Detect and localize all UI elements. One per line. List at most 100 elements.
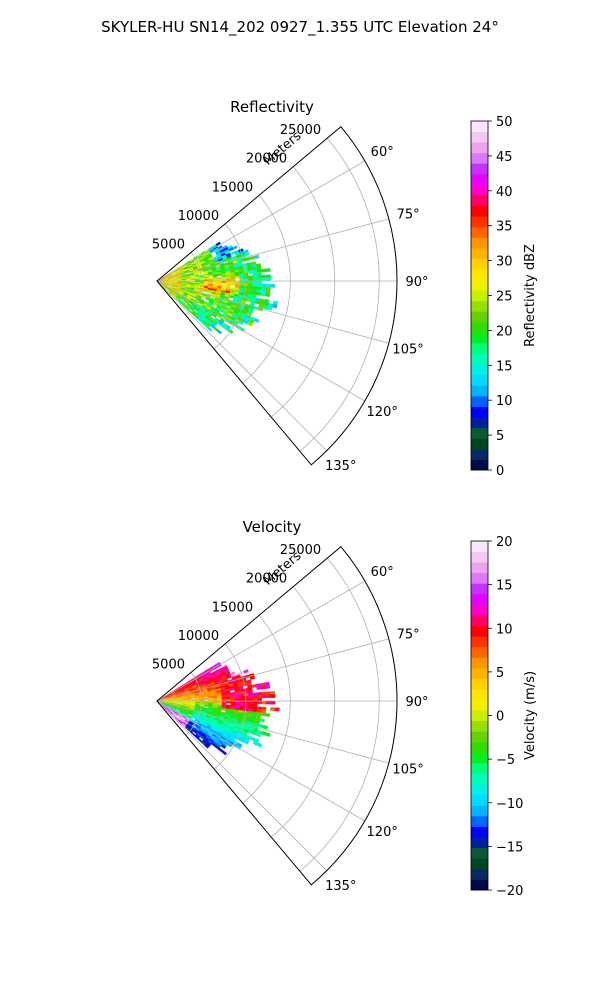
azimuth-spoke <box>156 160 366 282</box>
azimuth-spoke <box>156 280 327 451</box>
range-ring <box>271 586 336 838</box>
colorbar-swatch <box>471 625 488 637</box>
radar-cell <box>243 703 249 707</box>
radar-cell <box>216 329 223 335</box>
radar-cell <box>252 695 258 699</box>
colorbar-swatch <box>471 741 488 753</box>
polar-frame <box>156 126 398 466</box>
radar-cell <box>265 713 271 717</box>
radial-tick-label: 5000 <box>152 237 185 252</box>
colorbar-tick-label: 0 <box>496 464 504 479</box>
colorbar-swatch <box>471 837 488 849</box>
azimuth-spoke <box>156 638 389 702</box>
colorbar-swatch <box>471 731 488 743</box>
colorbar-tick-label: 5 <box>496 429 504 444</box>
radar-cell <box>255 732 262 738</box>
radial-tick-label: 10000 <box>178 209 219 224</box>
colorbar-tick-label: 20 <box>496 535 513 550</box>
radar-cell <box>257 274 262 279</box>
radar-cell <box>266 283 271 288</box>
radar-cell <box>248 283 254 287</box>
radar-cell <box>239 275 245 279</box>
radar-cell <box>203 704 209 707</box>
radar-cell <box>252 698 258 702</box>
colorbar-tick-label: 10 <box>496 394 513 409</box>
angle-tick-label: 120° <box>367 825 398 840</box>
radar-cell <box>248 705 254 710</box>
colorbar-tick-label: 15 <box>496 579 513 594</box>
radar-cell <box>251 684 257 688</box>
radar-cell <box>225 274 231 278</box>
radar-cell <box>243 283 249 287</box>
colorbar-swatch <box>471 237 488 249</box>
colorbar-swatch <box>471 385 488 397</box>
colorbar-swatch <box>471 699 488 711</box>
colorbar-swatch <box>471 269 488 281</box>
radar-cell <box>234 273 240 277</box>
colorbar-swatch <box>471 121 488 132</box>
colorbar-swatch <box>471 847 488 859</box>
colorbar-swatch <box>471 152 488 164</box>
azimuth-spoke <box>156 700 327 871</box>
radar-cell <box>262 725 269 730</box>
radar-cell <box>265 685 271 689</box>
radar-cell <box>256 692 262 696</box>
radar-cell <box>190 278 196 281</box>
colorbar-swatch <box>471 667 488 679</box>
radar-cell <box>203 697 209 700</box>
angle-tick-label: 105° <box>392 342 423 357</box>
radar-cell <box>249 675 256 680</box>
colorbar-tick-label: −15 <box>496 840 523 855</box>
azimuth-spoke <box>156 700 389 764</box>
colorbar-swatch <box>471 332 488 344</box>
colorbar-swatch <box>471 163 488 175</box>
colorbar-swatch <box>471 311 488 323</box>
colorbar-swatch <box>471 541 488 552</box>
colorbar-label: Reflectivity dBZ <box>523 244 538 347</box>
reflectivity-panel: 5000 10000 15000 20000 25000 60° 75° 90° 105° 120… <box>152 98 538 479</box>
azimuth-spoke <box>156 700 366 822</box>
panel-title: Velocity <box>243 518 302 536</box>
radar-cell <box>221 708 227 711</box>
radar-cell <box>266 274 271 279</box>
radar-cell <box>249 255 256 260</box>
colorbar-swatch <box>471 689 488 701</box>
colorbar-swatch <box>471 604 488 616</box>
angle-tick-label: 75° <box>397 208 420 223</box>
colorbar-tick-label: 25 <box>496 290 513 305</box>
radar-cell <box>203 277 209 280</box>
radar-cell <box>256 686 262 690</box>
colorbar-swatch <box>471 184 488 196</box>
radar-cell <box>261 286 267 291</box>
radial-tick-label: 15000 <box>212 180 253 195</box>
radar-cell <box>248 278 254 282</box>
radar-cell <box>217 697 223 700</box>
polar-frame <box>156 546 398 886</box>
radar-cell <box>252 700 258 704</box>
radar-cell <box>248 692 254 697</box>
radar-cell <box>252 278 258 282</box>
radar-cell <box>258 724 264 729</box>
radar-cell <box>257 283 262 288</box>
colorbar-swatch <box>471 615 488 627</box>
radar-cell <box>247 690 253 694</box>
radar-cell <box>256 742 263 748</box>
radar-cell <box>256 272 262 276</box>
radial-tick-label: 25000 <box>280 123 321 138</box>
radar-cell <box>221 696 227 700</box>
radial-tick-label: 20000 <box>246 572 287 587</box>
radar-cell <box>261 274 267 279</box>
colorbar-tick-label: 35 <box>496 220 513 235</box>
radar-cell <box>274 707 280 712</box>
radar-cell <box>239 273 245 277</box>
azimuth-spoke <box>156 280 366 402</box>
colorbar-swatch <box>471 815 488 827</box>
colorbar-swatch <box>471 438 488 450</box>
radar-cell <box>254 254 260 259</box>
radar-cell <box>270 694 276 698</box>
radar-cell <box>252 703 258 707</box>
radar-cell <box>248 700 254 704</box>
colorbar-swatch <box>471 752 488 764</box>
radar-cell <box>248 285 254 290</box>
